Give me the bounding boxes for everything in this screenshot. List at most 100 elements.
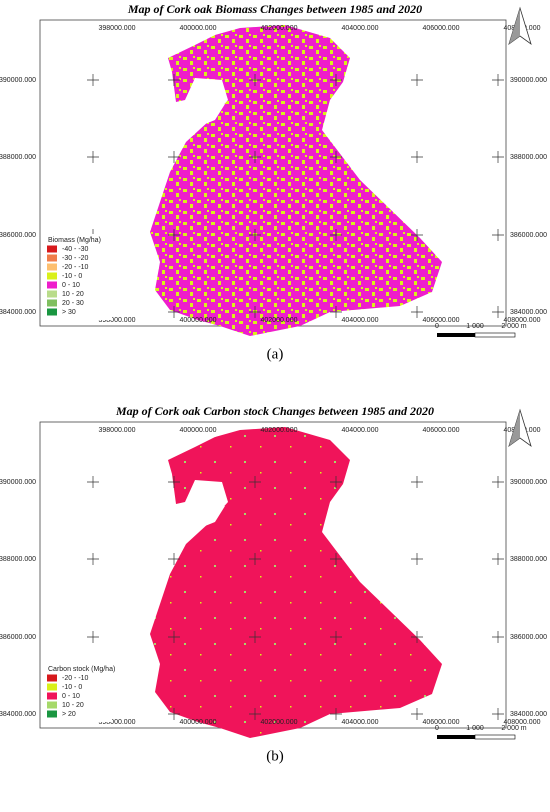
x-coordinate-label: 404000.000 (342, 317, 379, 324)
grid-cross (411, 74, 423, 86)
y-coordinate-label: 384000.000 (0, 309, 36, 316)
legend-label: 20 - 30 (62, 300, 84, 307)
map-hole (176, 506, 225, 530)
grid-cross (411, 306, 423, 318)
grid-cross (87, 553, 99, 565)
x-coordinate-label: 404000.000 (342, 25, 379, 32)
x-coordinate-label: 406000.000 (423, 25, 460, 32)
scale-bar-dark (437, 735, 475, 739)
grid-cross (492, 553, 504, 565)
grid-cross (168, 708, 180, 720)
x-coordinate-label: 400000.000 (180, 719, 217, 726)
map-title: Map of Cork oak Biomass Changes between … (127, 2, 422, 16)
x-coordinate-label: 402000.000 (261, 427, 298, 434)
grid-cross (330, 553, 342, 565)
scale-label: 2 000 m (501, 323, 526, 330)
x-coordinate-label: 398000.000 (99, 25, 136, 32)
north-arrow-shade (509, 8, 520, 44)
y-coordinate-label: 390000.000 (510, 77, 547, 84)
grid-cross (168, 631, 180, 643)
legend-swatch (47, 254, 57, 262)
legend-label: -10 - 0 (62, 273, 82, 280)
map-area (150, 427, 442, 738)
x-coordinate-label: 406000.000 (423, 719, 460, 726)
legend-label: 10 - 20 (62, 702, 84, 709)
grid-cross (411, 151, 423, 163)
y-coordinate-label: 390000.000 (0, 479, 36, 486)
scale-label: 2 000 m (501, 725, 526, 732)
legend-swatch (47, 308, 57, 316)
y-coordinate-label: 386000.000 (510, 634, 547, 641)
x-coordinate-label: 398000.000 (99, 719, 136, 726)
grid-cross (249, 553, 261, 565)
scale-bar-light (474, 332, 516, 338)
grid-cross (411, 476, 423, 488)
x-coordinate-label: 400000.000 (180, 25, 217, 32)
grid-cross (249, 708, 261, 720)
panel-caption: (b) (266, 748, 284, 764)
legend-label: > 30 (62, 309, 76, 316)
x-coordinate-label: 398000.000 (99, 427, 136, 434)
legend-label: > 20 (62, 711, 76, 718)
grid-cross (168, 306, 180, 318)
x-coordinate-label: 404000.000 (342, 719, 379, 726)
legend-label: 0 - 10 (62, 282, 80, 289)
legend-swatch (47, 683, 57, 691)
grid-cross (492, 631, 504, 643)
legend-label: -20 - -10 (62, 675, 89, 682)
y-coordinate-label: 388000.000 (510, 556, 547, 563)
x-coordinate-label: 408000.000 (504, 719, 541, 726)
legend-swatch (47, 290, 57, 298)
y-coordinate-label: 390000.000 (510, 479, 547, 486)
grid-cross (249, 74, 261, 86)
grid-cross (411, 553, 423, 565)
legend-swatch (47, 692, 57, 700)
scale-label: 0 (435, 725, 439, 732)
grid-cross (492, 74, 504, 86)
grid-cross (168, 151, 180, 163)
grid-cross (492, 151, 504, 163)
x-coordinate-label: 404000.000 (342, 427, 379, 434)
y-coordinate-label: 388000.000 (0, 154, 36, 161)
panel-caption: (a) (267, 346, 284, 362)
grid-cross (411, 708, 423, 720)
grid-cross (87, 476, 99, 488)
legend-label: -30 - -20 (62, 255, 89, 262)
x-coordinate-label: 402000.000 (261, 317, 298, 324)
legend-swatch (47, 701, 57, 709)
x-coordinate-label: 406000.000 (423, 427, 460, 434)
grid-cross (168, 476, 180, 488)
grid-cross (492, 708, 504, 720)
legend-label: 10 - 20 (62, 291, 84, 298)
grid-cross (330, 229, 342, 241)
legend-swatch (47, 245, 57, 253)
scale-bar-light (474, 734, 516, 740)
north-arrow-shade (509, 410, 520, 446)
y-coordinate-label: 384000.000 (510, 309, 547, 316)
y-coordinate-label: 384000.000 (510, 711, 547, 718)
legend-label: -10 - 0 (62, 684, 82, 691)
grid-cross (492, 306, 504, 318)
grid-cross (168, 229, 180, 241)
grid-cross (492, 229, 504, 241)
grid-cross (330, 151, 342, 163)
legend-swatch (47, 272, 57, 280)
scale-label: 1 000 (466, 323, 484, 330)
legend-label: -20 - -10 (62, 264, 89, 271)
x-coordinate-label: 400000.000 (180, 427, 217, 434)
legend-swatch (47, 263, 57, 271)
grid-cross (249, 229, 261, 241)
grid-cross (87, 74, 99, 86)
grid-cross (330, 74, 342, 86)
grid-cross (249, 476, 261, 488)
x-coordinate-label: 402000.000 (261, 25, 298, 32)
map-title: Map of Cork oak Carbon stock Changes bet… (115, 404, 434, 418)
grid-cross (249, 306, 261, 318)
grid-cross (330, 476, 342, 488)
map-hole (176, 104, 225, 128)
x-coordinate-label: 406000.000 (423, 317, 460, 324)
grid-cross (249, 151, 261, 163)
x-coordinate-label: 402000.000 (261, 719, 298, 726)
legend-swatch (47, 281, 57, 289)
grid-cross (87, 631, 99, 643)
